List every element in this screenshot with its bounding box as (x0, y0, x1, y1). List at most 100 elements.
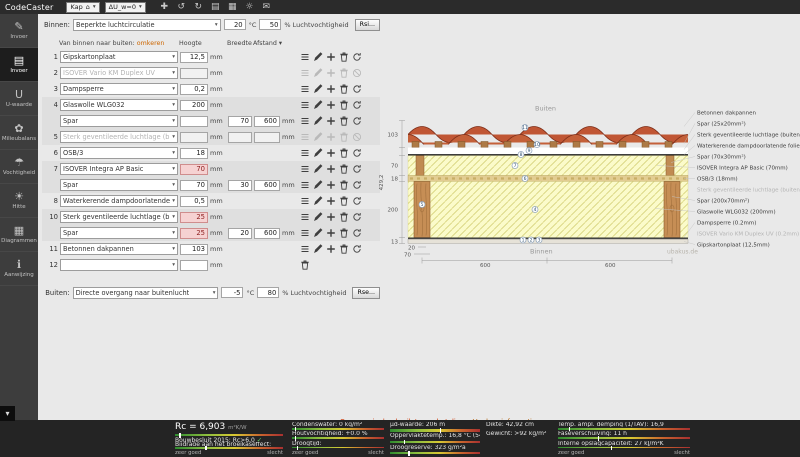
hoogte-input[interactable] (180, 84, 208, 95)
plus-icon[interactable] (326, 132, 336, 142)
hoogte-input[interactable] (180, 164, 208, 175)
trash-icon[interactable] (339, 148, 349, 158)
plus-icon[interactable] (326, 68, 336, 78)
trash-icon[interactable] (339, 68, 349, 78)
sidebar-collapse-button[interactable]: ▾ (0, 406, 15, 421)
sidebar-item-aanwijzing[interactable]: ℹ Aanwijzing (0, 252, 38, 286)
hoogte-input[interactable] (180, 196, 208, 207)
trash-icon[interactable] (339, 52, 349, 62)
rotate-icon[interactable] (352, 84, 362, 94)
du-correction-select[interactable]: ΔU_w=0 ▾ (105, 2, 146, 13)
list-icon[interactable] (300, 68, 310, 78)
binnen-humidity-input[interactable] (259, 19, 281, 30)
buiten-temp-input[interactable] (221, 287, 243, 298)
hoogte-input[interactable] (180, 100, 208, 111)
afstand-input[interactable] (254, 228, 280, 239)
rotate-icon[interactable] (352, 244, 362, 254)
rotate-icon[interactable] (352, 148, 362, 158)
trash-icon[interactable] (339, 244, 349, 254)
hoogte-input[interactable] (180, 68, 208, 79)
plus-icon[interactable] (326, 180, 336, 190)
plus-icon[interactable] (326, 212, 336, 222)
pencil-icon[interactable] (313, 180, 323, 190)
feedback-icon[interactable]: ✉ (261, 0, 272, 14)
afstand-input[interactable] (254, 132, 280, 143)
material-select[interactable]: Dampsperre▾ (60, 83, 178, 95)
list-icon[interactable] (300, 148, 310, 158)
list-icon[interactable] (300, 196, 310, 206)
plus-icon[interactable] (326, 148, 336, 158)
plus-icon[interactable] (326, 52, 336, 62)
sidebar-item-vochtigheid[interactable]: ☂ Vochtigheid (0, 150, 38, 184)
sidebar-item-hitte[interactable]: ☀ Hitte (0, 184, 38, 218)
sidebar-item-invoer-1[interactable]: ✎ Invoer (0, 14, 38, 48)
material-select[interactable]: ISOVER Vario KM Duplex UV▾ (60, 67, 178, 79)
hoogte-input[interactable] (180, 212, 208, 223)
trash-icon[interactable] (339, 164, 349, 174)
projects-icon[interactable]: ▤ (210, 0, 221, 14)
rotate-icon[interactable] (352, 196, 362, 206)
list-icon[interactable] (300, 180, 310, 190)
pencil-icon[interactable] (313, 228, 323, 238)
list-icon[interactable] (300, 84, 310, 94)
material-select[interactable]: ▾ (60, 259, 178, 271)
material-select[interactable]: OSB/3▾ (60, 147, 178, 159)
list-icon[interactable] (300, 228, 310, 238)
plus-icon[interactable] (326, 244, 336, 254)
reports-icon[interactable]: ▦ (227, 0, 238, 14)
material-select[interactable]: Spar▾ (60, 115, 178, 127)
material-select[interactable]: Waterkerende dampdoorlatende folie▾ (60, 195, 178, 207)
undo-icon[interactable]: ↺ (176, 0, 187, 14)
buiten-humidity-input[interactable] (257, 287, 279, 298)
material-select[interactable]: Gipskartonplaat▾ (60, 51, 178, 63)
pencil-icon[interactable] (313, 132, 323, 142)
hoogte-input[interactable] (180, 132, 208, 143)
list-icon[interactable] (300, 116, 310, 126)
material-select[interactable]: Spar▾ (60, 227, 178, 239)
binnen-climate-select[interactable]: Beperkte luchtcirculatie ▾ (73, 19, 221, 31)
breedte-input[interactable] (228, 116, 252, 127)
trash-icon[interactable] (339, 116, 349, 126)
buiten-climate-select[interactable]: Directe overgang naar buitenlucht ▾ (73, 287, 219, 299)
pencil-icon[interactable] (313, 52, 323, 62)
list-icon[interactable] (300, 52, 310, 62)
afstand-sort[interactable]: Afstand ▾ (253, 40, 279, 47)
material-select[interactable]: Spar▾ (60, 179, 178, 191)
rotate-icon[interactable] (352, 116, 362, 126)
trash-icon[interactable] (339, 132, 349, 142)
plus-icon[interactable] (326, 84, 336, 94)
trash-icon[interactable] (339, 196, 349, 206)
trash-icon[interactable] (339, 228, 349, 238)
construction-select[interactable]: Kap ⌂ ▾ (66, 2, 99, 13)
plus-icon[interactable] (326, 164, 336, 174)
pencil-icon[interactable] (313, 196, 323, 206)
afstand-input[interactable] (254, 180, 280, 191)
omkeren-link[interactable]: omkeren (137, 40, 165, 47)
plus-icon[interactable] (326, 228, 336, 238)
rotate-icon[interactable] (352, 164, 362, 174)
sidebar-item-diagrammen[interactable]: ▦ Diagrammen (0, 218, 38, 252)
idea-icon[interactable]: ☼ (244, 0, 255, 14)
hoogte-input[interactable] (180, 228, 208, 239)
rotate-icon[interactable] (352, 52, 362, 62)
trash-icon[interactable] (339, 180, 349, 190)
material-select[interactable]: Sterk geventileerde luchtlage (buiten...… (60, 131, 178, 143)
binnen-temp-input[interactable] (224, 19, 246, 30)
rsi-button[interactable]: Rsi... (355, 19, 380, 31)
sidebar-item-milieubalans[interactable]: ✿ Milieubalans (0, 116, 38, 150)
pencil-icon[interactable] (313, 212, 323, 222)
plus-icon[interactable] (326, 100, 336, 110)
pencil-icon[interactable] (313, 164, 323, 174)
rotate-icon[interactable] (352, 228, 362, 238)
hoogte-input[interactable] (180, 180, 208, 191)
material-select[interactable]: Betonnen dakpannen▾ (60, 243, 178, 255)
rotate-icon[interactable] (352, 180, 362, 190)
sidebar-item-u-waarde[interactable]: U U-waarde (0, 82, 38, 116)
pencil-icon[interactable] (313, 68, 323, 78)
pencil-icon[interactable] (313, 100, 323, 110)
pencil-icon[interactable] (313, 84, 323, 94)
list-icon[interactable] (300, 132, 310, 142)
breedte-input[interactable] (228, 180, 252, 191)
redo-icon[interactable]: ↻ (193, 0, 204, 14)
plus-icon[interactable] (326, 116, 336, 126)
